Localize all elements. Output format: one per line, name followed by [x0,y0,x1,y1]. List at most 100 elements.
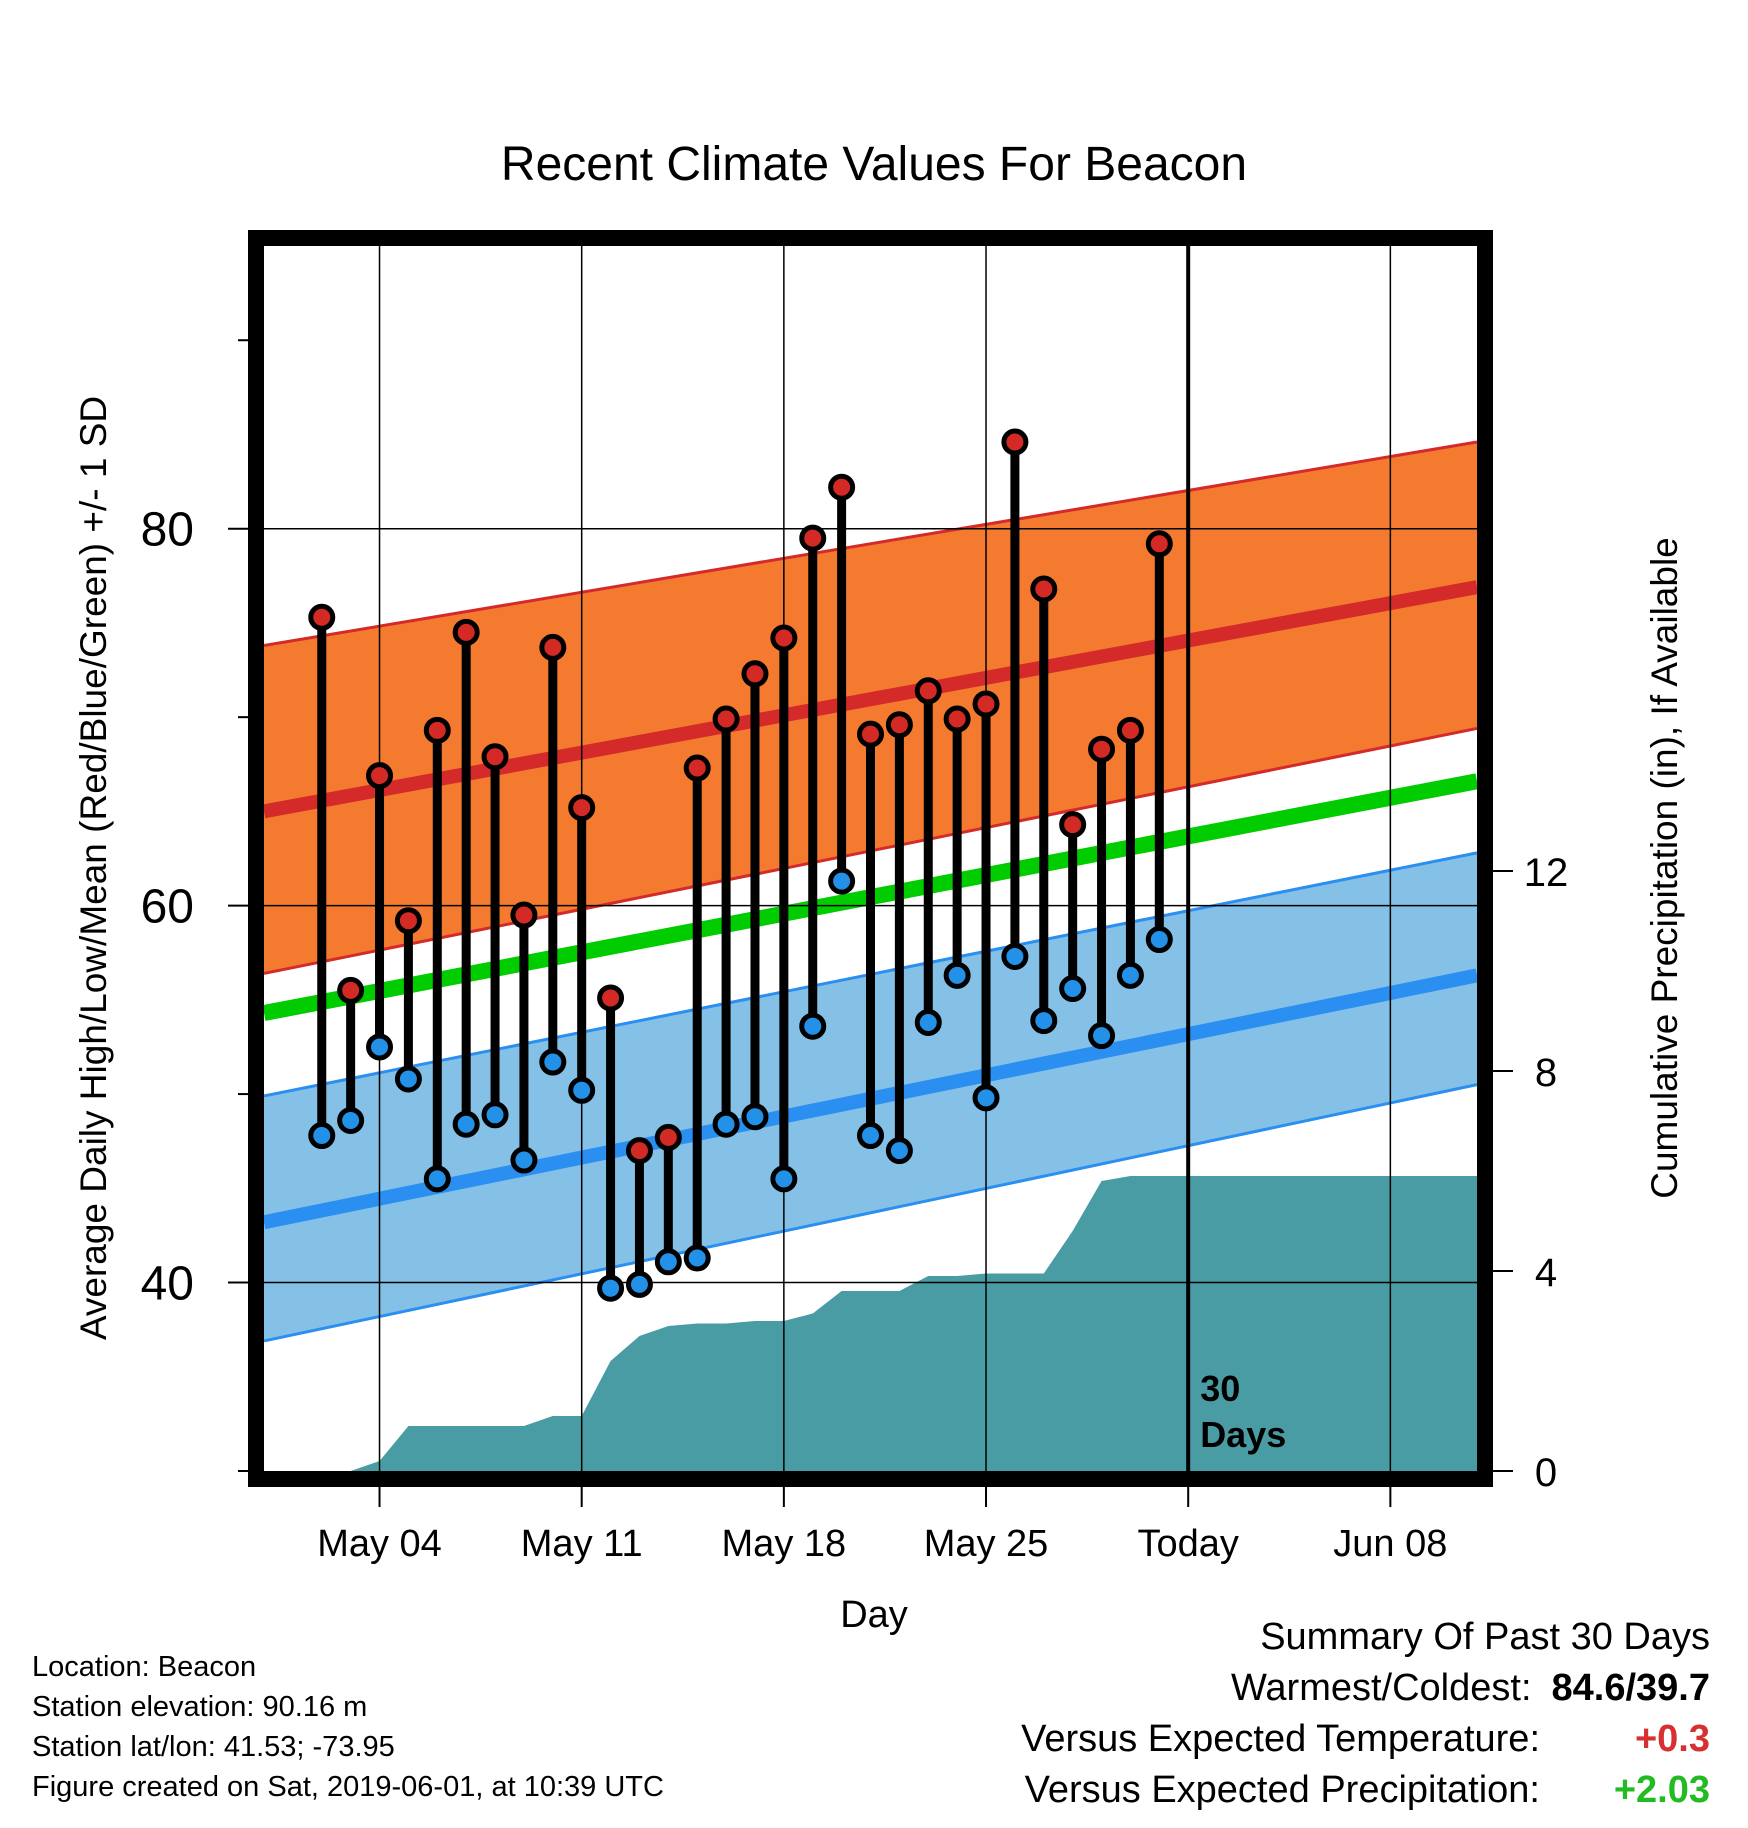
daily-high-point [481,743,509,771]
summary-temperature: Versus Expected Temperature: +0.3 [1021,1714,1710,1765]
y2-axis-label: Cumulative Precipitation (in), If Availa… [1644,537,1685,1199]
daily-high-point [857,720,884,748]
daily-low-point [597,1274,625,1302]
daily-low-point [770,1165,798,1193]
daily-high-point [568,794,596,822]
x-tick-label: Today [1137,1523,1238,1565]
latlon-text: Station lat/lon: 41.53; -73.95 [32,1731,395,1763]
daily-high-point [683,754,711,782]
daily-high-point [625,1137,653,1165]
daily-high-point [394,907,422,935]
summary-warmest-coldest: Warmest/Coldest: 84.6/39.7 [1021,1663,1710,1714]
daily-high-point [1059,811,1087,839]
plot-frame [248,230,1493,1487]
x-tick-label: May 11 [521,1523,643,1565]
daily-low-point [654,1248,682,1276]
daily-low-point [1145,926,1173,954]
daily-high-point [1030,575,1058,603]
daily-high-point [972,690,1000,718]
high-sd-band-upper-edge [263,440,1478,648]
daily-high-point [597,984,625,1012]
daily-high-point [828,473,856,501]
daily-low-point [943,961,971,989]
y-tick-label: 60 [141,881,194,934]
daily-low-point [510,1146,538,1174]
today-days-label: Days [1200,1414,1286,1455]
daily-low-point [914,1008,942,1036]
daily-low-point [539,1048,567,1076]
precip-value: +2.03 [1613,1769,1710,1811]
daily-low-point [1001,943,1029,970]
plot-area: 30 Days 40 60 80 0 4 8 12 May 04 May 11 May 18 May 2… [141,230,1569,1565]
summary-precipitation: Versus Expected Precipitation: +2.03 [1021,1765,1710,1816]
daily-low-point [712,1110,740,1138]
daily-low-point [885,1137,913,1165]
daily-high-point [1001,428,1029,456]
y-tick-label: 80 [141,504,194,557]
daily-low-point [423,1165,451,1193]
high-sd-band [264,442,1477,974]
station-info: Location: Beacon Station elevation: 90.1… [32,1647,664,1807]
x-axis-label: Day [840,1594,908,1636]
y2-tick-label: 0 [1535,1451,1557,1495]
daily-high-point [712,705,740,733]
x-tick-label: May 25 [924,1523,1049,1565]
elevation-text: Station elevation: 90.16 m [32,1691,368,1723]
warmest-coldest-value: 84.6/39.7 [1551,1667,1710,1709]
daily-low-point [972,1084,1000,1112]
daily-high-point [308,603,336,631]
x-tick-label: May 04 [317,1523,442,1565]
daily-low-point [1088,1022,1116,1050]
daily-low-point [308,1122,336,1150]
y2-tick-label: 12 [1524,851,1569,895]
low-sd-band-lower-edge [263,1083,1478,1343]
daily-low-point [741,1103,769,1131]
daily-low-point [1116,961,1144,989]
daily-low-point [1059,975,1087,1003]
temp-label: Versus Expected Temperature: [1021,1718,1540,1760]
daily-high-point [366,762,394,790]
daily-high-point [1088,735,1116,763]
daily-high-point [510,901,538,929]
precip-label: Versus Expected Precipitation: [1024,1769,1540,1811]
created-text: Figure created on Sat, 2019-06-01, at 10… [32,1771,664,1803]
daily-low-point [337,1106,365,1134]
x-tick-label: May 18 [722,1523,847,1565]
daily-high-point [799,524,827,552]
y-tick-label: 40 [141,1258,194,1311]
daily-high-point [1116,716,1144,744]
daily-high-point [741,660,769,688]
summary-panel: Summary Of Past 30 Days Warmest/Coldest:… [1021,1612,1710,1816]
daily-high-point [654,1123,682,1151]
daily-low-point [828,867,856,895]
warmest-coldest-label: Warmest/Coldest: [1230,1667,1532,1709]
daily-low-point [683,1244,711,1272]
daily-high-point [914,677,942,705]
temp-value: +0.3 [1634,1718,1710,1760]
daily-high-point [943,705,971,733]
daily-low-point [366,1033,394,1061]
location-text: Location: Beacon [32,1651,257,1683]
x-tick-label: Jun 08 [1333,1523,1447,1565]
y2-tick-label: 8 [1535,1051,1557,1095]
daily-high-point [452,618,480,646]
daily-low-point [857,1122,884,1150]
daily-high-point [885,711,913,739]
daily-low-point [481,1101,509,1129]
daily-high-point [423,716,451,744]
daily-low-point [452,1110,480,1138]
y2-tick-label: 4 [1535,1251,1557,1295]
daily-low-point [799,1012,827,1040]
daily-high-point [770,624,798,652]
daily-high-point [337,976,365,1004]
summary-title: Summary Of Past 30 Days [1260,1616,1710,1658]
daily-high-point [539,633,567,661]
today-days-number: 30 [1200,1368,1240,1409]
y-axis-label: Average Daily High/Low/Mean (Red/Blue/Gr… [73,396,114,1340]
daily-low-point [1030,1007,1058,1035]
daily-low-point [568,1076,596,1104]
daily-low-point [394,1065,422,1093]
daily-low-point [625,1270,653,1298]
daily-high-point [1145,530,1173,558]
